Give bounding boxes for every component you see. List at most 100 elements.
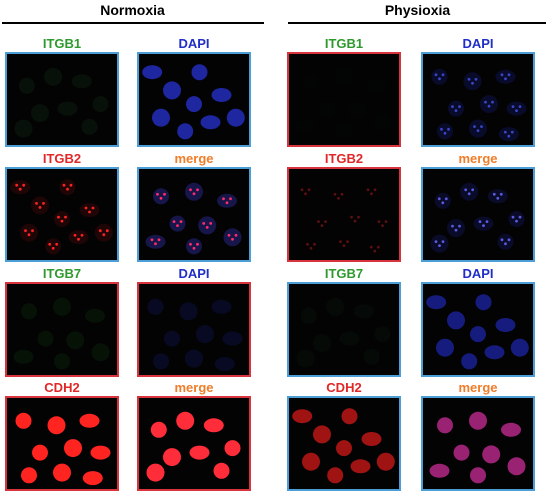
cell-nucleus	[10, 180, 31, 195]
cell-nucleus	[361, 432, 382, 446]
panel-label-dapi: DAPI	[462, 266, 494, 281]
cell-nucleus	[213, 462, 230, 479]
fluorescent-spot	[42, 202, 45, 205]
fluorescent-spot	[55, 242, 59, 246]
cell-nucleus	[313, 334, 331, 353]
fluorescent-spot	[467, 192, 471, 196]
fluorescent-spot	[500, 238, 504, 242]
cell-nucleus	[91, 343, 110, 362]
fluorescent-spot	[471, 188, 475, 192]
cell-nucleus	[57, 101, 78, 116]
cell-nucleus	[501, 422, 521, 437]
fluorescent-spot	[496, 196, 500, 200]
fluorescent-spot	[189, 188, 192, 192]
cell-nucleus	[54, 353, 70, 370]
micrograph-image	[297, 183, 393, 257]
fluorescent-spot	[324, 220, 327, 223]
fluorescent-spot	[515, 109, 518, 112]
cell-nucleus	[363, 348, 380, 365]
fluorescent-spot	[500, 73, 504, 77]
fluorescent-spot	[22, 183, 26, 187]
fluorescent-spot	[484, 100, 487, 104]
cell-nucleus	[211, 299, 232, 314]
fluorescent-spot	[31, 229, 34, 233]
group-rule-physioxia	[288, 22, 546, 24]
micrograph-cdh2	[287, 396, 401, 491]
fluorescent-spot	[339, 240, 342, 243]
fluorescent-spot	[480, 125, 483, 128]
cell-nucleus	[436, 338, 454, 357]
panel-label-dapi: DAPI	[462, 36, 494, 51]
cell-nucleus	[498, 127, 519, 142]
fluorescent-spot	[357, 215, 360, 219]
cell-nucleus	[85, 308, 105, 323]
cell-nucleus	[448, 100, 464, 117]
fluorescent-spot	[205, 226, 209, 229]
fluorescent-spot	[342, 244, 346, 247]
cell-nucleus	[506, 101, 527, 116]
cell-nucleus	[348, 101, 367, 120]
micrograph-image	[142, 64, 245, 140]
fluorescent-spot	[51, 246, 55, 250]
cell-nucleus	[319, 100, 336, 117]
micrograph-merge	[421, 396, 535, 491]
cell-nucleus	[469, 411, 487, 430]
fluorescent-spot	[15, 183, 19, 187]
cell-nucleus	[437, 123, 453, 140]
cell-nucleus	[164, 330, 180, 347]
cell-nucleus	[346, 210, 364, 229]
panel-label-itgb1: ITGB1	[324, 36, 364, 51]
cell-nucleus	[14, 119, 33, 138]
panel-label-merge: merge	[458, 151, 498, 166]
cell-nucleus	[495, 318, 516, 332]
cell-nucleus	[13, 349, 34, 364]
cell-nucleus	[508, 211, 525, 228]
cell-nucleus	[223, 228, 242, 247]
cell-nucleus	[59, 179, 76, 196]
cell-nucleus	[302, 452, 320, 471]
fluorescent-spot	[150, 238, 154, 242]
fluorescent-spot	[154, 242, 157, 246]
micrograph-image	[292, 408, 395, 484]
micrograph-image	[430, 182, 525, 253]
cell-nucleus	[198, 216, 217, 235]
panel-label-merge: merge	[174, 151, 214, 166]
micrograph-merge	[137, 167, 251, 262]
cell-nucleus	[480, 95, 498, 114]
fluorescent-spot	[485, 220, 489, 223]
fluorescent-spot	[441, 201, 445, 205]
cell-nucleus	[18, 77, 35, 94]
cell-nucleus	[79, 413, 100, 428]
fluorescent-spot	[478, 220, 482, 223]
fluorescent-spot	[18, 187, 22, 191]
cell-nucleus	[336, 440, 352, 457]
fluorescent-spot	[384, 220, 388, 223]
cell-nucleus	[376, 452, 395, 471]
fluorescent-spot	[366, 188, 370, 192]
cell-nucleus	[326, 297, 345, 316]
cell-nucleus	[463, 72, 482, 91]
cell-nucleus	[497, 233, 514, 250]
fluorescent-spot	[304, 192, 307, 196]
fluorescent-spot	[66, 187, 69, 191]
micrograph-image	[13, 297, 110, 370]
micrograph-image	[145, 182, 242, 255]
fluorescent-spot	[157, 238, 161, 242]
panel-label-merge: merge	[458, 380, 498, 395]
cell-nucleus	[15, 412, 32, 429]
fluorescent-spot	[443, 131, 447, 135]
cell-nucleus	[169, 215, 186, 232]
panel-label-itgb1: ITGB1	[42, 36, 82, 51]
fluorescent-spot	[24, 229, 27, 233]
fluorescent-spot	[381, 224, 384, 227]
cell-nucleus	[429, 463, 450, 478]
cell-nucleus	[179, 302, 198, 321]
fluorescent-spot	[434, 73, 438, 77]
fluorescent-spot	[438, 77, 441, 81]
cell-nucleus	[145, 234, 166, 249]
cell-nucleus	[153, 353, 169, 370]
micrograph-dapi	[137, 52, 251, 147]
fluorescent-spot	[507, 134, 511, 138]
cell-nucleus	[329, 187, 348, 206]
fluorescent-spot	[48, 242, 52, 246]
